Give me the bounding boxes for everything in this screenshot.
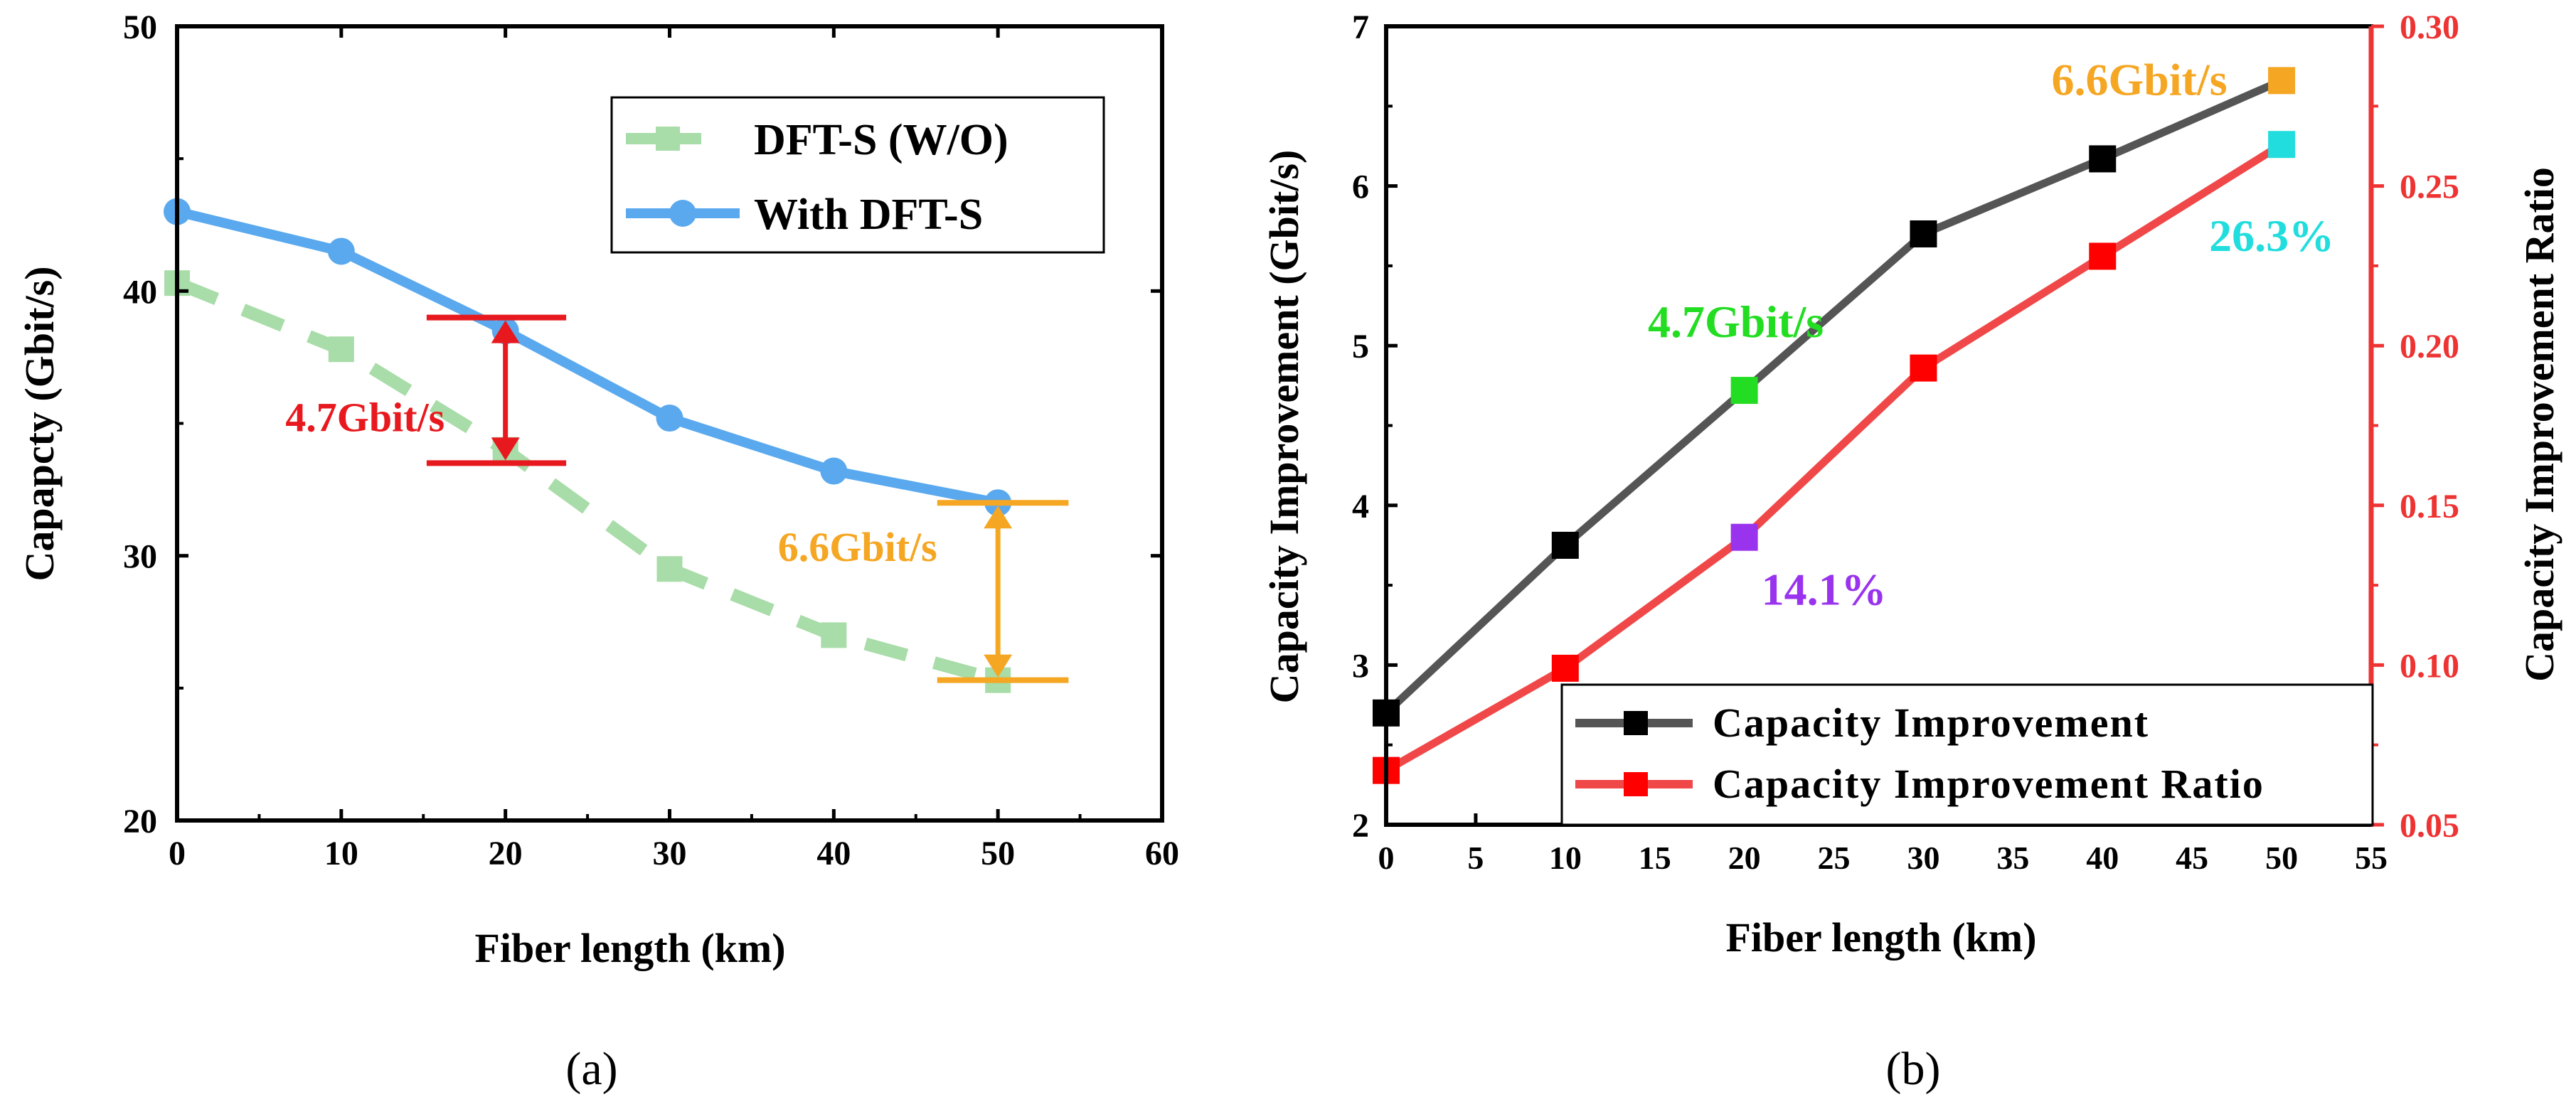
x-tick-label-a: 50 [981,835,1015,872]
x-axis-label-a: Fiber length (km) [474,925,785,971]
y-tick-label-a: 30 [123,538,157,576]
panel-a: 4.7Gbit/s 6.6Gbit/s 0 10 20 30 40 50 60 20 30 40 50… [16,9,1179,1095]
annotation-label-improvement-50km: 6.6Gbit/s [2052,54,2228,105]
y-right-tick-label-b: 0.15 [2400,488,2459,525]
legend-label-capacity-improvement-ratio: Capacity Improvement Ratio [1713,761,2264,807]
x-tick-label-a: 0 [169,835,186,872]
annotation-arrowhead-down-gap-20km [491,437,520,461]
y-tick-label-b: 4 [1352,488,1369,525]
legend-label-capacity-improvement: Capacity Improvement [1713,700,2149,746]
legend-b: Capacity Improvement Capacity Improvemen… [1560,683,2374,826]
x-tick-label-a: 20 [489,835,523,872]
series-line-dft-s-wo [174,277,1000,687]
data-point-capacity-improvement-ratio [2268,131,2296,159]
y-right-tick-label-b: 0.30 [2400,9,2459,46]
x-tick-label-b: 25 [1818,840,1851,876]
y-right-tick-label-b: 0.25 [2400,169,2459,206]
annotation-label-gap-50km: 6.6Gbit/s [778,524,937,570]
x-tick-label-b: 55 [2355,840,2388,876]
x-tick-label-b: 15 [1639,840,1671,876]
series-line-capacity-improvement-ratio [1384,141,2284,774]
annotation-label-ratio-20km: 14.1% [1762,565,1887,615]
annotation-arrowhead-up-gap-20km [491,320,520,343]
legend-swatch-marker-with-dft-s [669,200,696,227]
data-point-capacity-improvement-ratio [1730,523,1758,551]
legend-label-dft-s-wo: DFT-S (W/O) [754,116,1008,164]
annotation-label-ratio-50km: 26.3% [2209,210,2334,261]
annotation-label-gap-20km: 4.7Gbit/s [285,395,445,441]
y-tick-label-b: 5 [1352,328,1369,365]
data-point-capacity-improvement-ratio [2089,242,2117,270]
y-tick-label-b: 7 [1352,9,1369,46]
legend-a: DFT-S (W/O) With DFT-S [610,96,1105,254]
x-tick-label-b: 5 [1467,840,1484,876]
x-tick-label-b: 10 [1549,840,1582,876]
legend-swatch-marker-dft-s-wo [656,127,680,151]
x-tick-label-a: 40 [816,835,851,872]
x-tick-label-b: 40 [2086,840,2119,876]
x-tick-label-b: 30 [1907,840,1939,876]
y-axis-right-label-b: Capacity Improvement Ratio [2516,167,2562,682]
data-point-capacity-improvement [1910,220,1937,247]
data-point-with-dft-s [656,405,683,432]
y-right-tick-label-b: 0.05 [2400,807,2459,845]
x-axis-label-b: Fiber length (km) [1725,914,2036,961]
series-line-capacity-improvement [1383,77,2284,716]
legend-label-with-dft-s: With DFT-S [754,191,983,239]
y-tick-label-a: 50 [123,9,157,46]
x-tick-label-b: 45 [2176,840,2208,876]
x-tick-label-a: 10 [324,835,358,872]
data-point-capacity-improvement-ratio [1910,354,1937,382]
y-tick-label-b: 6 [1352,169,1369,206]
x-tick-label-b: 50 [2265,840,2298,876]
data-point-dft-s-wo [656,556,683,582]
x-tick-label-b: 0 [1378,840,1395,876]
data-point-capacity-improvement [1730,377,1758,405]
x-tick-label-a: 30 [653,835,687,872]
legend-box-b [1560,683,2374,826]
data-point-dft-s-wo [821,622,847,648]
x-tick-label-b: 35 [1996,840,2029,876]
annotation-label-improvement-20km: 4.7Gbit/s [1648,296,1824,347]
panel-label-b: (b) [1886,1043,1941,1095]
data-point-with-dft-s [820,457,848,485]
y-tick-label-b: 3 [1352,647,1369,685]
y-tick-label-a: 20 [123,803,157,840]
data-point-capacity-improvement [1551,531,1579,559]
y-tick-label-a: 40 [123,273,157,311]
data-point-with-dft-s [327,237,355,265]
series-line-with-dft-s [176,206,999,508]
data-point-capacity-improvement [2268,67,2296,95]
x-tick-label-a: 60 [1145,835,1179,872]
y-right-tick-label-b: 0.10 [2400,647,2459,685]
legend-swatch-marker-capacity-improvement-ratio [1624,772,1648,796]
legend-swatch-marker-capacity-improvement [1624,711,1648,735]
x-tick-label-b: 20 [1728,840,1761,876]
legend-box-a [610,96,1105,254]
panel-label-a: (a) [565,1043,617,1095]
annotation-arrowhead-down-gap-50km [984,654,1013,678]
data-point-capacity-improvement [2089,145,2117,173]
data-point-capacity-improvement-ratio [1551,654,1579,682]
data-point-dft-s-wo [328,336,354,363]
y-tick-label-b: 2 [1352,807,1369,845]
annotation-arrowhead-up-gap-50km [984,506,1013,529]
y-axis-label-b: Capacity Improvement (Gbit/s) [1261,150,1307,704]
y-axis-label-a: Capapcty (Gbit/s) [16,266,63,581]
y-right-tick-label-b: 0.20 [2400,328,2459,365]
panel-b: 0 5 10 15 20 25 30 35 40 45 50 552345670.050.100.15… [1261,9,2562,1095]
